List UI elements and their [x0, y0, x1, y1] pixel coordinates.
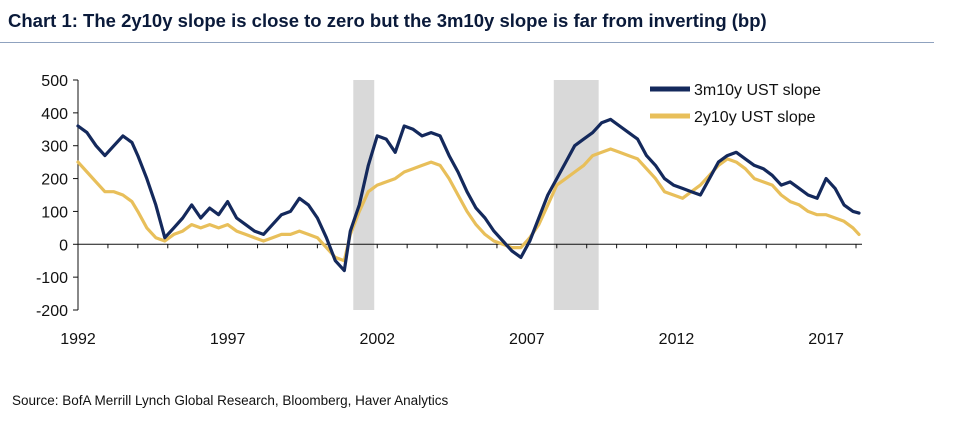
y-axis: 500 400 300 200 100 0 -100 -200 — [36, 73, 79, 320]
series-lines — [76, 117, 861, 273]
chart-title: Chart 1: The 2y10y slope is close to zer… — [8, 10, 767, 31]
recession-bands — [353, 80, 599, 310]
y-tick-label: 0 — [59, 237, 68, 254]
series-line-3m10y — [76, 117, 861, 273]
y-tick-label: 300 — [41, 139, 68, 156]
source-note: Source: BofA Merrill Lynch Global Resear… — [12, 393, 449, 408]
x-tick-label: 1992 — [60, 331, 96, 348]
series-line-2y10y — [76, 147, 861, 263]
x-tick-label: 1997 — [210, 331, 246, 348]
x-tick-label: 2007 — [509, 331, 545, 348]
recession-band — [353, 80, 375, 310]
y-tick-label: 500 — [41, 73, 68, 90]
legend-label: 2y10y UST slope — [694, 109, 816, 126]
x-tick-label: 2017 — [808, 331, 844, 348]
y-tick-label: -200 — [36, 303, 68, 320]
title-divider — [0, 42, 934, 43]
y-tick-label: -100 — [36, 270, 68, 287]
recession-band — [553, 80, 599, 310]
legend: 3m10y UST slope 2y10y UST slope — [650, 82, 821, 126]
x-tick-label: 2002 — [359, 331, 395, 348]
x-axis: 1992 1997 2002 2007 2012 2017 — [60, 243, 862, 348]
y-tick-label: 200 — [41, 172, 68, 189]
x-tick-label: 2012 — [659, 331, 695, 348]
legend-label: 3m10y UST slope — [694, 82, 821, 99]
y-tick-label: 400 — [41, 106, 68, 123]
y-tick-label: 100 — [41, 204, 68, 221]
